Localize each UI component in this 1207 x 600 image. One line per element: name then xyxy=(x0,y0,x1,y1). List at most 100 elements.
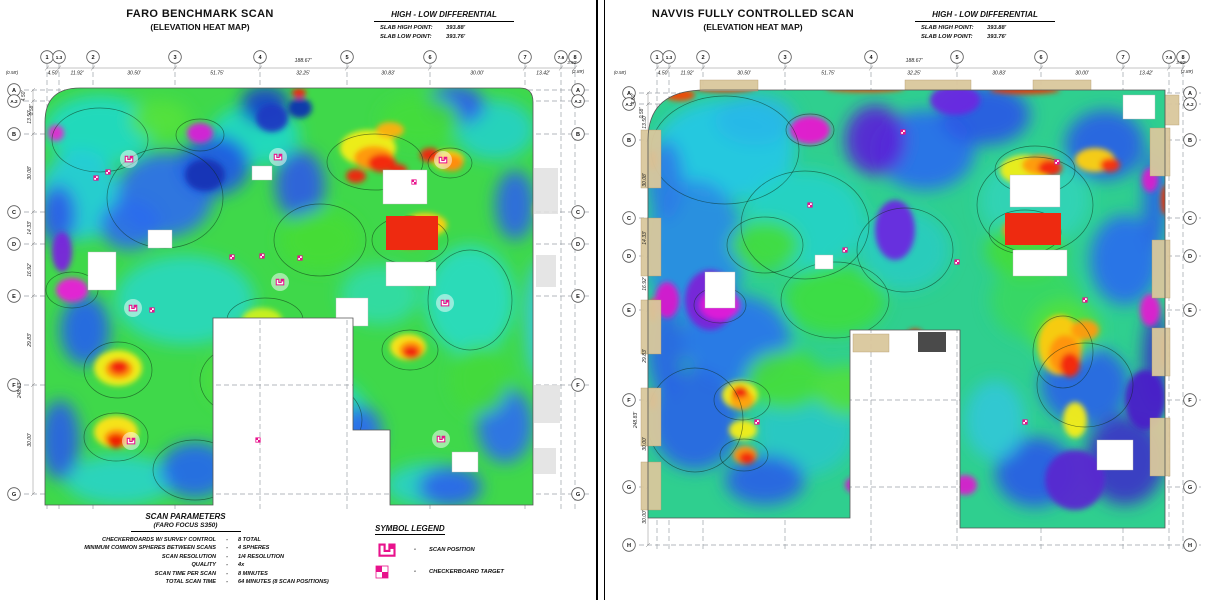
legend-label: SCAN POSITION xyxy=(429,547,475,553)
svg-text:248.83': 248.83' xyxy=(17,381,23,399)
svg-text:30.00': 30.00' xyxy=(470,71,485,77)
checkerboard-target-icon xyxy=(900,129,906,135)
checkerboard-target-icon xyxy=(1054,159,1060,165)
svg-text:D: D xyxy=(576,242,580,248)
parameter-label: SCAN RESOLUTION xyxy=(161,553,216,560)
faro-highlow-block: HIGH - LOW DIFFERENTIAL SLAB HIGH POINT:… xyxy=(374,10,514,40)
highlow-title: HIGH - LOW DIFFERENTIAL xyxy=(915,10,1055,22)
svg-text:8: 8 xyxy=(1181,55,1184,61)
svg-text:32.25': 32.25' xyxy=(907,71,922,77)
svg-text:(2.89'): (2.89') xyxy=(1181,69,1194,74)
scan-shadow-areas xyxy=(534,168,560,474)
highlow-value: 393.88' xyxy=(446,25,466,31)
svg-text:G: G xyxy=(576,492,580,498)
panel-divider-line xyxy=(596,0,598,600)
scan-parameter-row: SCAN RESOLUTION - 1/4 RESOLUTION xyxy=(28,553,343,561)
floor-opening xyxy=(451,451,479,473)
checkerboard-target-markers xyxy=(754,129,1088,425)
legend-label: CHECKERBOARD TARGET xyxy=(429,569,504,575)
svg-text:G: G xyxy=(1188,485,1192,491)
svg-text:C: C xyxy=(1188,216,1192,222)
svg-text:51.75': 51.75' xyxy=(210,71,225,77)
parameter-dash: - xyxy=(226,537,228,543)
svg-text:F: F xyxy=(12,383,16,389)
svg-text:A: A xyxy=(1188,91,1192,97)
drawing-sheet: 1 1.3 2 3 4 5 6 7 7.6 8A AA.2 A.2B BC CD DE EF FG G4.50' 1… xyxy=(6,50,590,510)
svg-text:3.50': 3.50' xyxy=(1176,60,1186,65)
checkerboard-target-icon xyxy=(375,565,389,579)
svg-text:30.00': 30.00' xyxy=(642,436,648,451)
parameter-dash: - xyxy=(226,545,228,552)
dimension-labels: 4.50' 11.92' 30.50' 51.75' 32.25' 30.83' 30.00… xyxy=(614,58,1194,524)
parameter-label: CHECKERBOARDS W/ SURVEY CONTROL xyxy=(102,537,216,543)
floor-opening xyxy=(1009,174,1061,208)
floor-opening xyxy=(335,297,369,327)
svg-text:7: 7 xyxy=(523,55,526,61)
svg-text:14.33': 14.33' xyxy=(642,230,648,245)
svg-text:14.33': 14.33' xyxy=(27,220,33,235)
checkerboard-target-icon xyxy=(807,202,813,208)
checkerboard-target-markers xyxy=(93,169,417,443)
navvis-heatmap-drawing: 1 1.3 2 3 4 5 6 7 7.6 8 A A A.2 A.2 B B C C D D E E F F G G H H 4.50… xyxy=(614,50,1201,552)
svg-text:D: D xyxy=(1188,254,1192,260)
navvis-subtitle: (ELEVATION HEAT MAP) xyxy=(703,22,803,32)
floor-opening xyxy=(704,271,736,309)
floor-opening xyxy=(1122,94,1156,120)
highlow-title: HIGH - LOW DIFFERENTIAL xyxy=(374,10,514,22)
svg-text:30.50': 30.50' xyxy=(737,71,752,77)
checkerboard-target-icon xyxy=(229,254,235,260)
svg-text:30.08': 30.08' xyxy=(642,172,648,187)
parameter-value: 64 MINUTES (8 SCAN POSITIONS) xyxy=(238,579,329,586)
highlow-label: SLAB LOW POINT: xyxy=(380,34,432,40)
svg-text:B: B xyxy=(627,138,631,144)
svg-text:1: 1 xyxy=(45,55,48,61)
svg-text:A: A xyxy=(12,88,16,94)
svg-text:30.00': 30.00' xyxy=(1075,71,1090,77)
svg-text:0.58': 0.58' xyxy=(639,107,645,119)
navvis-highlow-block: HIGH - LOW DIFFERENTIAL SLAB HIGH POINT:… xyxy=(915,10,1055,40)
svg-text:E: E xyxy=(627,308,631,314)
checkerboard-target-icon xyxy=(297,255,303,261)
slab-outline xyxy=(44,87,534,506)
svg-text:0.58': 0.58' xyxy=(29,104,35,116)
highlow-label: SLAB LOW POINT: xyxy=(921,34,973,40)
heatmap-area xyxy=(648,90,1165,528)
faro-subtitle: (ELEVATION HEAT MAP) xyxy=(150,22,250,32)
svg-text:3.50': 3.50' xyxy=(567,60,577,65)
scan-parameter-row: TOTAL SCAN TIME - 64 MINUTES (8 SCAN POSIT… xyxy=(28,578,343,586)
parameter-value: 8 MINUTES xyxy=(238,570,268,577)
highlow-row: SLAB HIGH POINT: 393.88' xyxy=(915,25,1055,31)
svg-text:30.08': 30.08' xyxy=(27,165,33,180)
highlow-value: 393.76' xyxy=(446,34,466,40)
legend-dash: - xyxy=(414,547,416,553)
scan-parameters-subtitle: (FARO FOCUS S350) xyxy=(153,522,218,529)
svg-text:4.50': 4.50' xyxy=(21,90,27,102)
svg-text:E: E xyxy=(1188,308,1192,314)
svg-text:30.83': 30.83' xyxy=(992,71,1007,77)
svg-text:5: 5 xyxy=(955,55,958,61)
checkerboard-target-icon xyxy=(93,175,99,181)
svg-text:3: 3 xyxy=(783,55,786,61)
scan-parameters-title: SCAN PARAMETERS xyxy=(145,512,226,521)
svg-text:C: C xyxy=(12,210,16,216)
svg-text:16.92': 16.92' xyxy=(27,262,33,277)
floor-opening xyxy=(385,261,437,287)
svg-text:7.6: 7.6 xyxy=(558,55,565,60)
highlow-row: SLAB HIGH POINT: 393.88' xyxy=(374,25,514,31)
parameter-dash: - xyxy=(226,570,228,577)
svg-text:A: A xyxy=(627,91,631,97)
underline-rule xyxy=(130,531,241,532)
floor-opening xyxy=(382,169,428,205)
svg-text:2: 2 xyxy=(91,55,94,61)
parameter-label: QUALITY xyxy=(191,562,216,569)
parameter-label: SCAN TIME PER SCAN xyxy=(154,570,216,577)
panel-divider-line xyxy=(603,0,605,600)
svg-text:29.83': 29.83' xyxy=(642,348,648,364)
svg-text:16.92': 16.92' xyxy=(642,276,648,291)
svg-text:13.42': 13.42' xyxy=(536,71,551,77)
floor-opening xyxy=(147,229,173,249)
svg-text:4: 4 xyxy=(258,55,262,61)
floor-opening xyxy=(814,254,834,270)
svg-text:13.42': 13.42' xyxy=(1139,71,1154,77)
